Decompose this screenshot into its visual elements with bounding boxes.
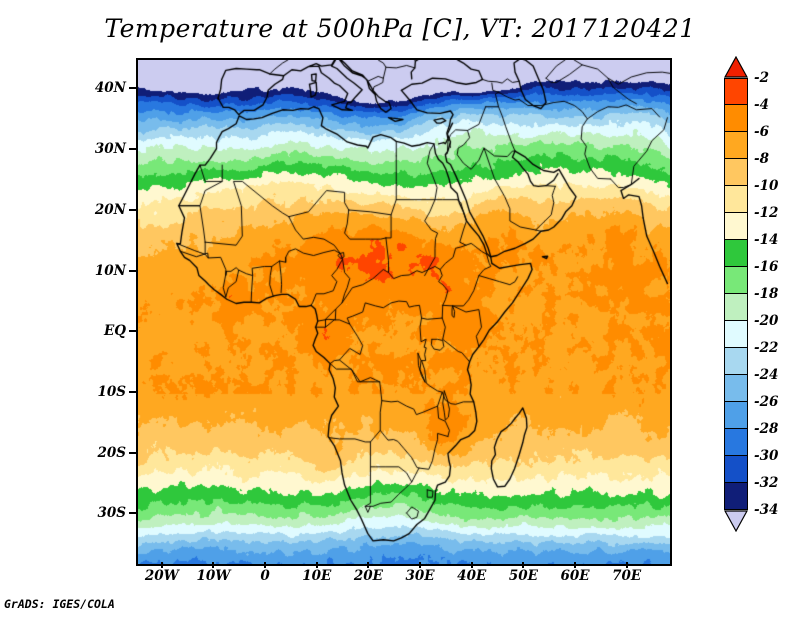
temperature-contour-map (138, 60, 670, 564)
x-axis-tick-30E: 30E (405, 568, 435, 584)
colorbar-band--22_-24 (724, 348, 748, 375)
y-axis-tick-10S: 10S (97, 383, 126, 400)
colorbar-label--14: -14 (754, 232, 779, 248)
map-plot-area (136, 58, 672, 566)
colorbar-label--32: -32 (754, 475, 779, 491)
page-title: Temperature at 500hPa [C], VT: 201712042… (104, 14, 696, 43)
x-axis-tick-mark (160, 562, 163, 568)
x-axis-tick-mark (522, 562, 525, 568)
colorbar-bottom-arrow (723, 510, 749, 533)
y-axis-tick-mark (129, 390, 136, 393)
x-axis-tick-mark (419, 562, 422, 568)
x-axis-tick-mark (367, 562, 370, 568)
colorbar-label--4: -4 (754, 97, 769, 113)
x-axis-tick-70E: 70E (612, 568, 642, 584)
x-axis-tick-0: 0 (260, 568, 270, 584)
colorbar-band--30_-32 (724, 456, 748, 483)
colorbar-label--26: -26 (754, 394, 779, 410)
colorbar-band--2_-4 (724, 78, 748, 105)
y-axis-tick-mark (129, 512, 136, 515)
x-axis-tick-60E: 60E (560, 568, 590, 584)
x-axis-tick-20E: 20E (353, 568, 383, 584)
colorbar-band--32_-34 (724, 483, 748, 510)
colorbar-band--16_-18 (724, 267, 748, 294)
y-axis-tick-mark (129, 269, 136, 272)
colorbar-label--20: -20 (754, 313, 779, 329)
colorbar-band--20_-22 (724, 321, 748, 348)
colorbar-band--10_-12 (724, 186, 748, 213)
colorbar-top-arrow (723, 55, 749, 78)
colorbar-label--18: -18 (754, 286, 779, 302)
y-axis-tick-mark (129, 87, 136, 90)
y-axis-tick-mark (129, 148, 136, 151)
x-axis-tick-mark (470, 562, 473, 568)
y-axis-tick-30S: 30S (97, 505, 126, 522)
y-axis-tick-EQ: EQ (103, 323, 126, 340)
x-axis-tick-mark (574, 562, 577, 568)
x-axis-tick-50E: 50E (508, 568, 538, 584)
colorbar-band--18_-20 (724, 294, 748, 321)
x-axis-tick-10W: 10W (196, 568, 231, 584)
colorbar-label--30: -30 (754, 448, 779, 464)
colorbar-band--12_-14 (724, 213, 748, 240)
x-axis-tick-40E: 40E (457, 568, 487, 584)
x-axis-tick-mark (212, 562, 215, 568)
y-axis-tick-20S: 20S (97, 444, 126, 461)
x-axis-tick-20W: 20W (144, 568, 179, 584)
y-axis-tick-mark (129, 451, 136, 454)
colorbar-label--28: -28 (754, 421, 779, 437)
colorbar-band--6_-8 (724, 132, 748, 159)
footer-credit: GrADS: IGES/COLA (4, 597, 115, 611)
y-axis-tick-20N: 20N (94, 201, 126, 218)
colorbar-label--22: -22 (754, 340, 779, 356)
colorbar-label--16: -16 (754, 259, 779, 275)
colorbar-label--2: -2 (754, 70, 769, 86)
y-axis-tick-10N: 10N (94, 262, 126, 279)
x-axis-tick-mark (315, 562, 318, 568)
colorbar-band--14_-16 (724, 240, 748, 267)
colorbar-band--26_-28 (724, 402, 748, 429)
x-axis-tick-mark (264, 562, 267, 568)
colorbar-band--24_-26 (724, 375, 748, 402)
x-axis-tick-mark (625, 562, 628, 568)
colorbar-label--6: -6 (754, 124, 769, 140)
y-axis-tick-mark (129, 330, 136, 333)
colorbar-label--34: -34 (754, 502, 779, 518)
y-axis-tick-40N: 40N (94, 80, 126, 97)
y-axis-tick-30N: 30N (94, 141, 126, 158)
colorbar-label--8: -8 (754, 151, 769, 167)
y-axis-tick-mark (129, 208, 136, 211)
colorbar-label--12: -12 (754, 205, 779, 221)
colorbar-band--28_-30 (724, 429, 748, 456)
colorbar-band--8_-10 (724, 159, 748, 186)
colorbar-label--10: -10 (754, 178, 779, 194)
colorbar (724, 78, 748, 510)
colorbar-label--24: -24 (754, 367, 779, 383)
colorbar-band--4_-6 (724, 105, 748, 132)
x-axis-tick-10E: 10E (302, 568, 332, 584)
